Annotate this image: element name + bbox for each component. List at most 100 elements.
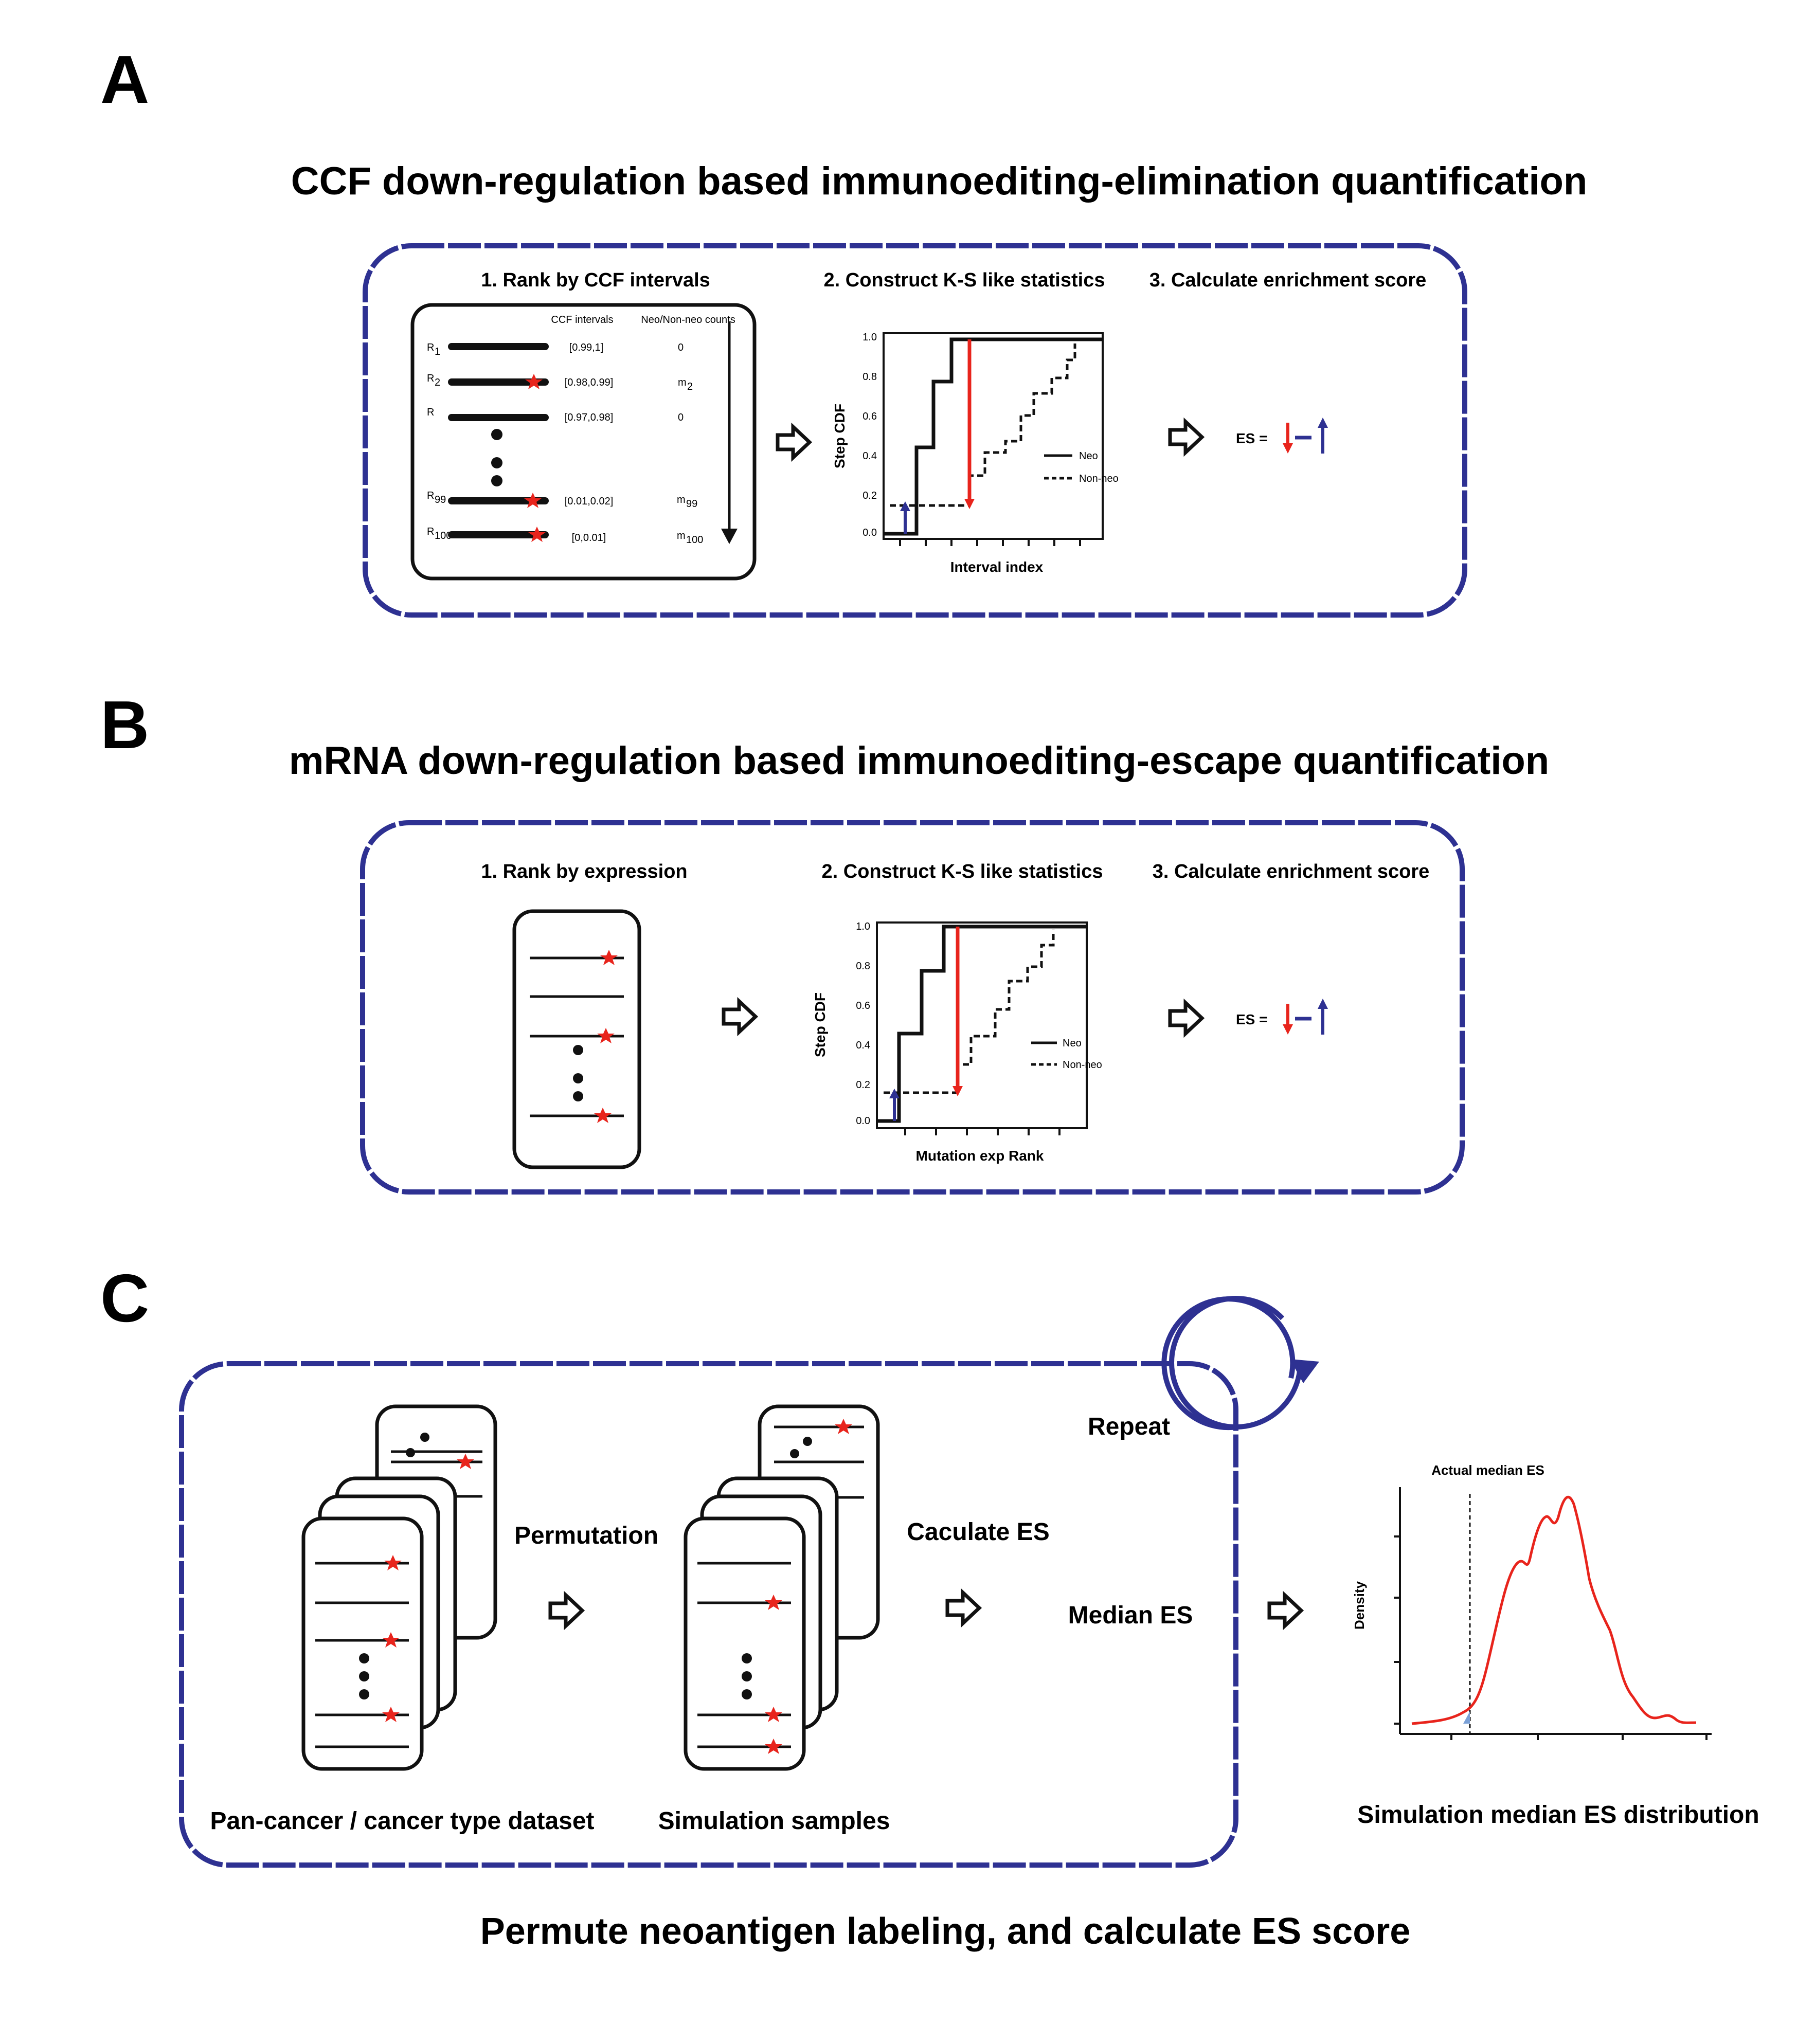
- dataset-card: [301, 1516, 424, 1771]
- svg-text:99: 99: [686, 498, 697, 510]
- panel-c-footer: Permute neoantigen labeling, and calcula…: [480, 1911, 1411, 1952]
- svg-text:0.4: 0.4: [862, 450, 877, 462]
- cdf-b-xlabel: Mutation exp Rank: [916, 1148, 1044, 1164]
- legend-neo: Neo: [1063, 1038, 1082, 1049]
- svg-text:m: m: [677, 530, 686, 541]
- panel-c-letter: C: [100, 1260, 149, 1336]
- cdf-plot-b-area: [876, 921, 1088, 1129]
- svg-text:[0,0.01]: [0,0.01]: [572, 532, 606, 544]
- actual-es-tail-area: [1463, 1711, 1470, 1724]
- cdf-b-nonneo-step-line: [884, 930, 1055, 1094]
- density-plot: Actual median ES Density: [1352, 1462, 1712, 1740]
- ccf-row-1: R 1 [0.99,1] 0: [427, 342, 684, 357]
- svg-text:0: 0: [678, 342, 684, 353]
- panel-a-step-3: 3. Calculate enrichment score: [1149, 269, 1427, 291]
- panel-b-step-1: 1. Rank by expression: [481, 861, 687, 882]
- svg-text:m: m: [677, 494, 686, 505]
- svg-text:100: 100: [686, 534, 703, 546]
- svg-text:0.6: 0.6: [856, 1000, 870, 1011]
- legend-nonneo: Non-neo: [1063, 1059, 1102, 1071]
- svg-text:0.8: 0.8: [862, 371, 877, 383]
- cdf-a-ylabel: Step CDF: [832, 404, 848, 468]
- legend-neo: Neo: [1079, 450, 1098, 462]
- cdf-plot-a-area: [883, 332, 1104, 540]
- svg-text:0.0: 0.0: [862, 527, 877, 538]
- svg-text:R: R: [427, 342, 434, 353]
- dataset-stack: [301, 1404, 497, 1771]
- svg-text:R: R: [427, 373, 434, 384]
- expression-rank-card: [512, 909, 641, 1169]
- calculate-es-label: Caculate ES: [907, 1518, 1049, 1546]
- svg-text:0.8: 0.8: [856, 961, 870, 972]
- svg-text:m: m: [678, 377, 687, 388]
- es-formula-b: ES =: [1236, 999, 1328, 1035]
- panel-a-step-2: 2. Construct K-S like statistics: [824, 269, 1105, 291]
- ccf-row-99: R 99 [0.01,0.02] m 99: [427, 490, 697, 510]
- simulation-card: [684, 1516, 806, 1771]
- cdf-a-neo-step-line: [884, 337, 1103, 536]
- svg-text:R: R: [427, 407, 434, 418]
- svg-text:99: 99: [435, 494, 446, 505]
- ccf-header-intervals: CCF intervals: [551, 314, 613, 325]
- flow-arrow-icon: [947, 1593, 979, 1623]
- cdf-a-nonneo-step-line: [890, 343, 1076, 507]
- flow-arrow-icon: [1170, 422, 1202, 453]
- ccf-row-3: R [0.97,0.98] 0: [427, 407, 684, 423]
- svg-text:ES =: ES =: [1236, 1011, 1267, 1027]
- cdf-plot-a: 1.0 0.8 0.6 0.4 0.2 0.0 Interval index S…: [832, 332, 1119, 575]
- panel-a-step-1: 1. Rank by CCF intervals: [481, 269, 710, 291]
- legend-nonneo: Non-neo: [1079, 473, 1119, 484]
- actual-median-es-label: Actual median ES: [1431, 1462, 1544, 1478]
- svg-text:[0.99,1]: [0.99,1]: [569, 342, 604, 353]
- dataset-label: Pan-cancer / cancer type dataset: [210, 1807, 594, 1835]
- flow-arrow-icon: [778, 427, 810, 458]
- panel-b-letter: B: [100, 687, 149, 763]
- panel-b-frame: [360, 820, 1465, 1195]
- svg-text:R: R: [427, 526, 434, 537]
- svg-text:0: 0: [678, 412, 684, 423]
- repeat-cycle-icon: [1161, 1296, 1319, 1431]
- panel-a-title: CCF down-regulation based immunoediting-…: [291, 159, 1588, 203]
- svg-text:2: 2: [687, 381, 693, 392]
- svg-text:R: R: [427, 490, 434, 501]
- density-caption: Simulation median ES distribution: [1357, 1801, 1759, 1829]
- svg-text:0.6: 0.6: [862, 411, 877, 422]
- ccf-row-2: R 2 [0.98,0.99] m 2: [427, 373, 693, 392]
- panel-a-frame: [363, 243, 1467, 618]
- median-es-label: Median ES: [1068, 1602, 1193, 1629]
- panel-b-step-2: 2. Construct K-S like statistics: [822, 861, 1103, 882]
- svg-text:[0.01,0.02]: [0.01,0.02]: [565, 496, 614, 507]
- cdf-b-neo-step-line: [877, 925, 1087, 1123]
- svg-text:1: 1: [435, 346, 440, 357]
- es-formula-a: ES =: [1236, 418, 1328, 454]
- panel-b-step-3: 3. Calculate enrichment score: [1153, 861, 1430, 882]
- panel-a-letter: A: [100, 42, 149, 117]
- ccf-header-counts: Neo/Non-neo counts: [641, 314, 735, 325]
- density-curve: [1411, 1495, 1697, 1725]
- permutation-label: Permutation: [514, 1522, 658, 1549]
- ccf-row-100: R 100 [0,0.01] m 100: [427, 526, 703, 546]
- svg-text:1.0: 1.0: [862, 332, 877, 343]
- ccf-ellipsis: [491, 429, 502, 486]
- cdf-b-ylabel: Step CDF: [812, 992, 828, 1057]
- repeat-label: Repeat: [1088, 1413, 1170, 1440]
- flow-arrow-icon: [724, 1001, 756, 1032]
- svg-text:1.0: 1.0: [856, 921, 870, 932]
- svg-text:0.2: 0.2: [856, 1079, 870, 1091]
- simulation-stack: [684, 1404, 880, 1771]
- svg-text:2: 2: [435, 377, 440, 388]
- cdf-plot-b: 1.0 0.8 0.6 0.4 0.2 0.0 Mutation exp Ran…: [812, 921, 1102, 1164]
- svg-text:[0.98,0.99]: [0.98,0.99]: [565, 377, 614, 388]
- ccf-ranking-box: [410, 303, 757, 581]
- svg-text:ES =: ES =: [1236, 430, 1267, 446]
- density-ylabel: Density: [1352, 1581, 1367, 1630]
- panel-b-title: mRNA down-regulation based immunoediting…: [289, 739, 1549, 783]
- cdf-a-xlabel: Interval index: [950, 559, 1044, 575]
- flow-arrow-icon: [1269, 1595, 1301, 1626]
- simulation-label: Simulation samples: [658, 1807, 890, 1835]
- svg-text:0.0: 0.0: [856, 1115, 870, 1127]
- flow-arrow-icon: [550, 1595, 582, 1626]
- panel-c-frame: [179, 1361, 1238, 1868]
- rank-direction-arrow: [721, 321, 738, 544]
